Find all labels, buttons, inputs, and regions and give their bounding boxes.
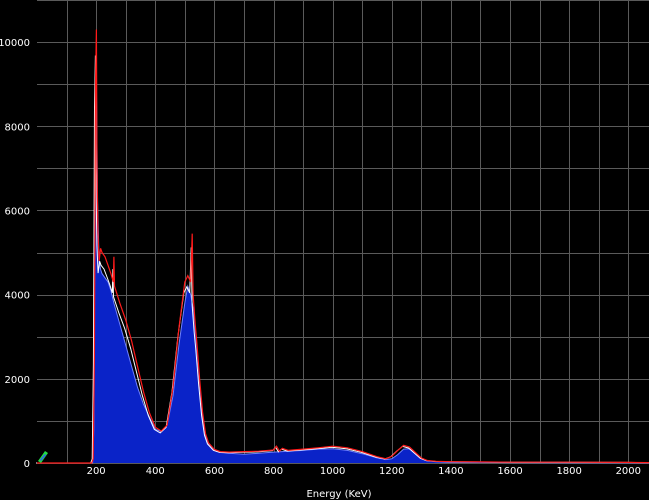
x-tick-label: 200 [87, 466, 106, 477]
origin-marker-inner-icon [40, 454, 46, 461]
x-tick-label: 400 [146, 466, 165, 477]
y-tick-label: 8000 [5, 122, 30, 133]
grid [37, 0, 649, 464]
tick-labels: 200 400 600 800 1000 1200 1400 1600 1800 2000 0 200… [0, 38, 641, 477]
x-tick-label: 1600 [497, 466, 522, 477]
x-tick-label: 1800 [556, 466, 581, 477]
x-tick-label: 600 [205, 466, 224, 477]
y-tick-label: 2000 [5, 375, 30, 386]
y-tick-label: 6000 [5, 206, 30, 217]
x-axis-title: Energy (KeV) [306, 489, 371, 500]
x-tick-label: 800 [264, 466, 283, 477]
y-tick-label: 0 [24, 459, 30, 470]
x-tick-label: 1000 [320, 466, 345, 477]
x-tick-label: 1400 [438, 466, 463, 477]
series-line-red [37, 29, 649, 464]
series-area-fill [37, 54, 649, 463]
x-tick-label: 1200 [379, 466, 404, 477]
x-tick-label: 2000 [616, 466, 641, 477]
y-tick-label: 4000 [5, 291, 30, 302]
y-tick-label: 10000 [0, 38, 30, 49]
series-layer [36, 29, 649, 464]
markers [38, 451, 48, 463]
